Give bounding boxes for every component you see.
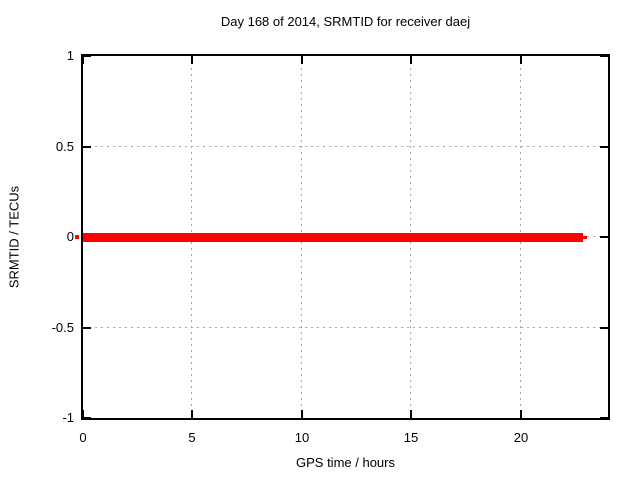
x-tick-top [410, 56, 412, 64]
chart-title: Day 168 of 2014, SRMTID for receiver dae… [220, 14, 471, 29]
y-tick-right [600, 146, 608, 148]
x-tick-label: 5 [188, 430, 196, 445]
x-tick-top [82, 56, 84, 64]
plot-border [81, 54, 610, 420]
y-tick-right [600, 55, 608, 57]
y-tick-left [83, 146, 91, 148]
y-gridline [83, 327, 608, 328]
series-srmtid-tail [583, 236, 587, 239]
x-tick-top [301, 56, 303, 64]
y-tick-right [600, 327, 608, 329]
y-tick-label: -1 [62, 410, 74, 425]
x-tick-label: 0 [79, 430, 87, 445]
x-tick-bottom [191, 410, 193, 418]
x-tick-label: 20 [513, 430, 529, 445]
y-tick-left [83, 327, 91, 329]
y-tick-left [83, 55, 91, 57]
y-tick-label: -0.5 [51, 320, 74, 335]
x-tick-top [191, 56, 193, 64]
x-tick-bottom [410, 410, 412, 418]
x-axis-label: GPS time / hours [296, 455, 395, 470]
y-gridline [83, 146, 608, 147]
x-tick-bottom [301, 410, 303, 418]
x-tick-label: 15 [403, 430, 419, 445]
y-tick-label: 1 [66, 48, 74, 63]
x-tick-label: 10 [294, 430, 310, 445]
y-tick-label: 0.5 [55, 139, 74, 154]
series-start-marker [75, 235, 79, 239]
series-srmtid-line [83, 233, 583, 242]
y-tick-label: 0 [66, 229, 74, 244]
x-tick-top [520, 56, 522, 64]
y-tick-right [600, 236, 608, 238]
x-tick-bottom [82, 410, 84, 418]
x-tick-bottom [520, 410, 522, 418]
